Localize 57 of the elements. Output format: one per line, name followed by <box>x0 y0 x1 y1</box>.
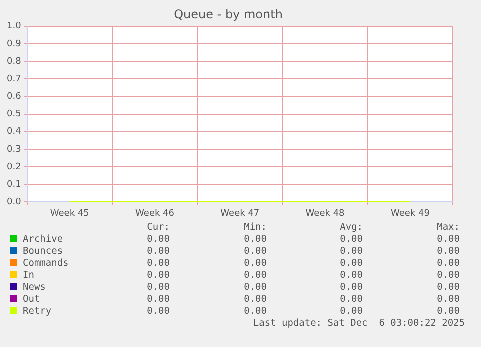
text: 0.00 <box>339 306 363 318</box>
text: 0.00 <box>339 234 363 246</box>
y-tick-label: 0.7 <box>6 74 22 84</box>
y-tick-label: 0.3 <box>6 144 22 155</box>
text: 0.00 <box>243 258 267 270</box>
text: 0.00 <box>436 270 460 282</box>
text: 0.00 <box>339 270 363 282</box>
text: Max: <box>436 222 460 234</box>
text: 0.00 <box>339 282 363 294</box>
legend-label: In <box>22 270 36 282</box>
text: 0.00 <box>339 246 363 258</box>
legend-label: Retry <box>22 306 53 318</box>
text: 0.00 <box>436 234 460 246</box>
y-tick-label: 0.0 <box>6 198 22 208</box>
text: 0.00 <box>436 294 460 306</box>
text: 0.00 <box>146 306 170 318</box>
text: 0.00 <box>339 294 363 306</box>
text: 0.00 <box>243 234 267 246</box>
legend-label: Bounces <box>22 246 64 258</box>
text: 0.00 <box>436 258 460 270</box>
text: 0.00 <box>243 282 267 294</box>
text: 0.00 <box>243 270 267 282</box>
text: Cur: <box>146 222 170 234</box>
text: 0.00 <box>146 282 170 294</box>
text: 0.00 <box>146 270 170 282</box>
text: 0.00 <box>243 246 267 258</box>
text: 0.00 <box>243 294 267 306</box>
y-tick-label: 0.2 <box>6 162 22 172</box>
text: 0.00 <box>436 246 460 258</box>
chart-title: Queue - by month <box>174 7 283 22</box>
text: 0.00 <box>146 294 170 306</box>
y-tick-label: 0.5 <box>6 110 22 120</box>
text: 0.00 <box>146 234 170 246</box>
text: 0.00 <box>243 306 267 318</box>
y-tick-label: 0.8 <box>6 56 22 67</box>
y-tick-label: 0.6 <box>6 92 22 102</box>
legend-label: Out <box>22 294 42 306</box>
legend-label: News <box>22 282 47 294</box>
legend-label: Archive <box>22 234 64 246</box>
x-tick-label: Week 48 <box>306 208 346 219</box>
y-tick-label: 0.1 <box>6 180 22 190</box>
y-tick-label: 1.0 <box>6 22 22 32</box>
text: Avg: <box>339 222 363 234</box>
legend-label: Commands <box>22 258 70 270</box>
x-tick-label: Week 46 <box>136 208 175 219</box>
text: 0.00 <box>339 258 363 270</box>
x-tick-label: Week 49 <box>390 208 430 219</box>
y-tick-label: 0.9 <box>6 39 22 50</box>
text: Min: <box>243 222 267 234</box>
text: 0.00 <box>146 246 170 258</box>
y-tick-label: 0.4 <box>6 127 22 138</box>
text: 0.00 <box>436 306 460 318</box>
text: Last update: Sat Dec 6 03:00:22 2025 <box>253 318 465 329</box>
text: 0.00 <box>436 282 460 294</box>
x-tick-label: Week 45 <box>50 208 90 219</box>
x-tick-label: Week 47 <box>220 208 260 219</box>
text: 0.00 <box>146 258 170 270</box>
